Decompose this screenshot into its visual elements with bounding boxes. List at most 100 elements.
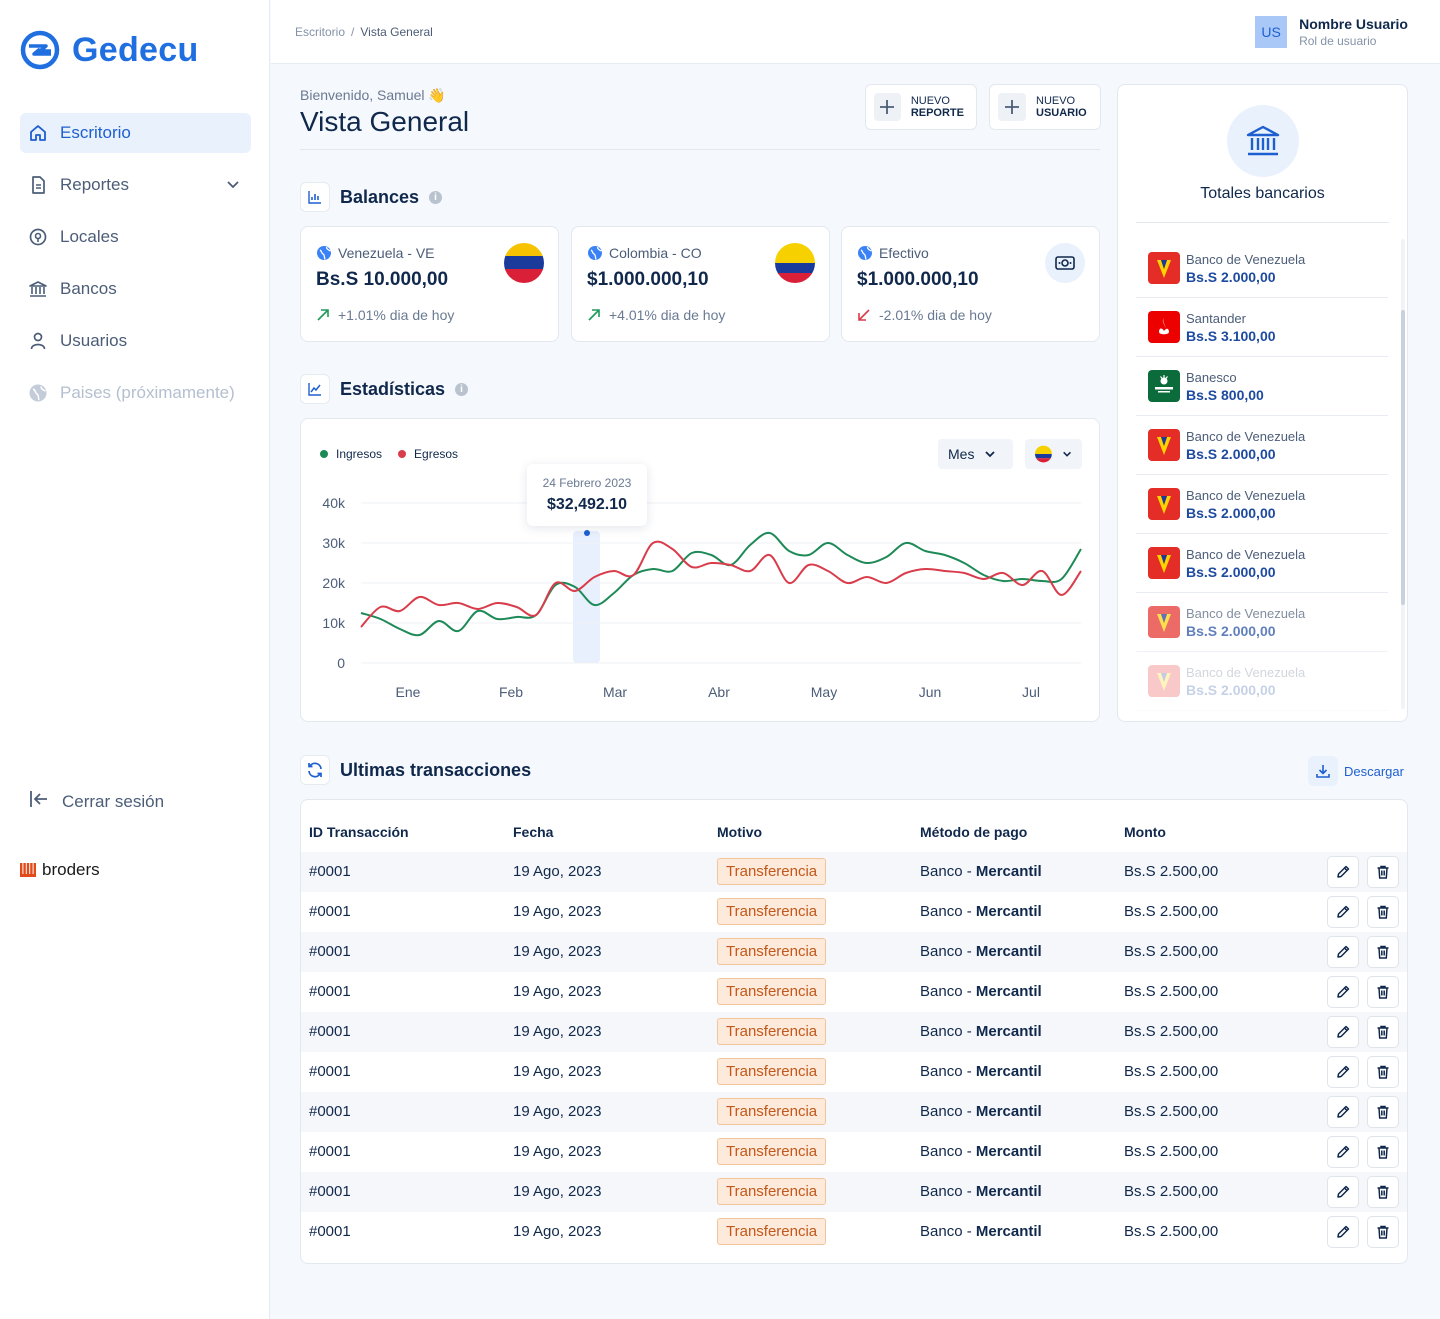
- method-prefix: Banco -: [920, 1223, 976, 1240]
- edit-button[interactable]: [1327, 1136, 1359, 1168]
- period-select-value: Mes: [948, 446, 975, 462]
- table-row[interactable]: #0001 19 Ago, 2023 Transferencia Banco - Me…: [301, 852, 1407, 892]
- edit-button[interactable]: [1327, 1056, 1359, 1088]
- app-logo[interactable]: Gedecu: [20, 30, 199, 70]
- column-header-amount[interactable]: Monto: [1124, 824, 1166, 840]
- cell-method: Banco - Mercantil: [920, 1103, 1042, 1120]
- sidebar-item-usuarios[interactable]: Usuarios: [20, 321, 251, 361]
- delete-button[interactable]: [1367, 1176, 1399, 1208]
- bank-row[interactable]: Santander Bs.S 3.100,00: [1136, 298, 1388, 357]
- edit-button[interactable]: [1327, 1176, 1359, 1208]
- bank-row[interactable]: Banco de Venezuela Bs.S 2.000,00: [1136, 416, 1388, 475]
- cell-date: 19 Ago, 2023: [513, 1103, 602, 1120]
- legend-label: Ingresos: [336, 447, 383, 461]
- sidebar-item-paises: Paises (próximamente): [20, 373, 251, 413]
- bdv-logo-icon: [1148, 488, 1180, 520]
- delete-button[interactable]: [1367, 1056, 1399, 1088]
- cell-date: 19 Ago, 2023: [513, 943, 602, 960]
- line-chart[interactable]: 0 10k 20k 30k 40k Ene Feb Mar Abr May Jun Jul: [301, 419, 1100, 722]
- pencil-icon: [1335, 904, 1351, 920]
- user-icon: [28, 331, 48, 351]
- download-button[interactable]: Descargar: [1308, 756, 1404, 786]
- legend-dot: [398, 450, 407, 458]
- legend-item-ingresos[interactable]: Ingresos: [320, 447, 382, 461]
- info-icon[interactable]: i: [429, 190, 443, 204]
- table-row[interactable]: #0001 19 Ago, 2023 Transferencia Banco - Me…: [301, 1132, 1407, 1172]
- edit-button[interactable]: [1327, 976, 1359, 1008]
- sidebar-item-bancos[interactable]: Bancos: [20, 269, 251, 309]
- delete-button[interactable]: [1367, 1136, 1399, 1168]
- delete-button[interactable]: [1367, 856, 1399, 888]
- banesco-logo-icon: [1148, 370, 1180, 402]
- tooltip-date: 24 Febrero 2023: [542, 476, 632, 490]
- delete-button[interactable]: [1367, 976, 1399, 1008]
- legend-item-egresos[interactable]: Egresos: [398, 447, 458, 461]
- reason-badge: Transferencia: [717, 1098, 827, 1125]
- cell-amount: Bs.S 2.500,00: [1124, 863, 1219, 880]
- sidebar-item-escritorio[interactable]: Escritorio: [20, 113, 251, 153]
- bank-row[interactable]: Banesco Bs.S 800,00: [1136, 357, 1388, 416]
- new-report-button[interactable]: NUEVO REPORTE: [865, 84, 977, 130]
- pencil-icon: [1335, 1184, 1351, 1200]
- balance-region: Efectivo: [879, 245, 929, 261]
- logout-button[interactable]: Cerrar sesión: [28, 788, 164, 815]
- delete-button[interactable]: [1367, 1096, 1399, 1128]
- method-bank: Mercantil: [975, 863, 1042, 880]
- column-header-id[interactable]: ID Transacción: [309, 824, 409, 840]
- scrollbar[interactable]: [1401, 310, 1405, 605]
- delete-button[interactable]: [1367, 1016, 1399, 1048]
- bank-list: Banco de Venezuela Bs.S 2.000,00 Santander…: [1136, 239, 1388, 711]
- delete-button[interactable]: [1367, 1216, 1399, 1248]
- cell-date: 19 Ago, 2023: [513, 1183, 602, 1200]
- sidebar-item-locales[interactable]: Locales: [20, 217, 251, 257]
- method-bank: Mercantil: [975, 1103, 1042, 1120]
- broders-logo-icon: [20, 863, 36, 877]
- new-user-button[interactable]: NUEVO USUARIO: [989, 84, 1101, 130]
- bank-row[interactable]: Banco de Venezuela Bs.S 2.000,00: [1136, 652, 1388, 711]
- sidebar-item-label: Paises (próximamente): [60, 383, 235, 402]
- country-select[interactable]: [1025, 439, 1082, 469]
- column-header-method[interactable]: Método de pago: [920, 824, 1028, 840]
- chevron-down-icon[interactable]: [225, 176, 241, 197]
- bank-row[interactable]: Banco de Venezuela Bs.S 2.000,00: [1136, 534, 1388, 593]
- delete-button[interactable]: [1367, 896, 1399, 928]
- bank-amount: Bs.S 2.000,00: [1186, 681, 1276, 698]
- edit-button[interactable]: [1327, 856, 1359, 888]
- delete-button[interactable]: [1367, 936, 1399, 968]
- table-row[interactable]: #0001 19 Ago, 2023 Transferencia Banco - Me…: [301, 1052, 1407, 1092]
- method-bank: Mercantil: [975, 903, 1042, 920]
- edit-button[interactable]: [1327, 1096, 1359, 1128]
- table-row[interactable]: #0001 19 Ago, 2023 Transferencia Banco - Me…: [301, 932, 1407, 972]
- bdv-logo-icon: [1148, 665, 1180, 697]
- y-tick-label: 40k: [322, 495, 346, 511]
- edit-button[interactable]: [1327, 896, 1359, 928]
- sidebar-item-reportes[interactable]: Reportes: [20, 165, 251, 205]
- edit-button[interactable]: [1327, 1216, 1359, 1248]
- x-tick-label: Mar: [603, 684, 627, 700]
- table-row[interactable]: #0001 19 Ago, 2023 Transferencia Banco - Me…: [301, 892, 1407, 932]
- edit-button[interactable]: [1327, 936, 1359, 968]
- bank-row[interactable]: Banco de Venezuela Bs.S 2.000,00: [1136, 239, 1388, 298]
- bank-name: Banco de Venezuela: [1186, 428, 1306, 444]
- table-row[interactable]: #0001 19 Ago, 2023 Transferencia Banco - Me…: [301, 1092, 1407, 1132]
- logout-label: Cerrar sesión: [62, 791, 165, 811]
- user-menu[interactable]: US Nombre Usuario Rol de usuario: [1255, 16, 1408, 48]
- bank-row[interactable]: Banco de Venezuela Bs.S 2.000,00: [1136, 593, 1388, 652]
- column-header-date[interactable]: Fecha: [513, 824, 554, 840]
- table-row[interactable]: #0001 19 Ago, 2023 Transferencia Banco - Me…: [301, 1012, 1407, 1052]
- refresh-icon[interactable]: [300, 755, 330, 785]
- trash-icon: [1375, 944, 1391, 960]
- table-row[interactable]: #0001 19 Ago, 2023 Transferencia Banco - Me…: [301, 972, 1407, 1012]
- edit-button[interactable]: [1327, 1016, 1359, 1048]
- table-row[interactable]: #0001 19 Ago, 2023 Transferencia Banco - Me…: [301, 1172, 1407, 1212]
- column-header-reason[interactable]: Motivo: [717, 824, 763, 840]
- bdv-logo-icon: [1148, 547, 1180, 579]
- table-row[interactable]: #0001 19 Ago, 2023 Transferencia Banco - Me…: [301, 1212, 1407, 1252]
- bank-row[interactable]: Banco de Venezuela Bs.S 2.000,00: [1136, 475, 1388, 534]
- breadcrumb-item-escritorio[interactable]: Escritorio: [295, 25, 346, 39]
- cell-id: #0001: [309, 1223, 351, 1240]
- broders-label: broders: [42, 860, 100, 879]
- period-select[interactable]: Mes: [938, 439, 1013, 469]
- tooltip-value: $32,492.10: [546, 496, 628, 513]
- info-icon[interactable]: i: [455, 382, 469, 396]
